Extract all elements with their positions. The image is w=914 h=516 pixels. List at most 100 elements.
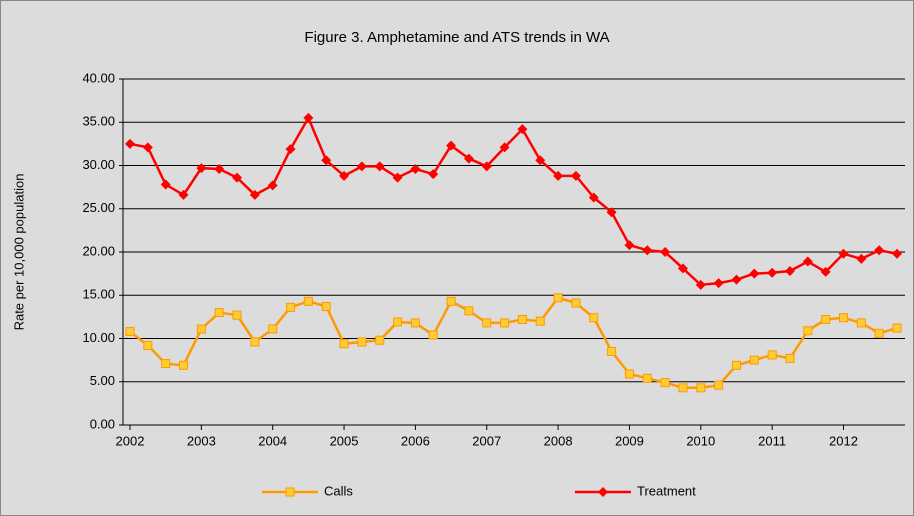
data-point [482,318,492,328]
data-point [249,189,260,200]
data-point [874,328,884,338]
data-point [892,248,902,259]
data-point [374,161,385,172]
data-point [695,279,706,290]
data-point [125,327,135,337]
data-point [196,324,206,334]
data-point [802,256,813,267]
y-tick-label: 30.00 [82,157,115,172]
data-point [660,247,671,257]
data-point [767,267,778,278]
data-point [410,163,421,174]
data-point [428,169,439,180]
data-point [838,248,849,259]
data-point [624,369,634,379]
data-point [196,163,207,174]
x-tick-label: 2002 [116,433,145,448]
x-tick-label: 2012 [829,433,858,448]
legend-marker [598,487,608,497]
data-point [161,359,171,369]
data-point [125,138,135,149]
data-point [571,298,581,308]
y-tick-label: 40.00 [82,70,115,85]
y-tick-label: 10.00 [82,330,115,345]
data-point [339,339,349,349]
data-point [214,163,225,174]
data-point [535,155,546,166]
data-point [142,142,153,153]
x-tick-label: 2009 [615,433,644,448]
data-point [446,296,456,306]
data-point [838,313,848,323]
data-point [570,170,581,181]
data-point [856,253,867,264]
y-axis-title: Rate per 10,000 population [11,174,26,331]
data-point [553,293,563,303]
data-point [321,301,331,311]
x-tick-label: 2004 [258,433,287,448]
data-point [178,189,189,200]
y-tick-label: 35.00 [82,114,115,129]
data-point [375,335,385,345]
data-point [357,337,367,347]
data-point [892,323,902,333]
data-point [303,112,314,123]
legend-marker [285,487,295,497]
y-tick-label: 0.00 [90,416,115,431]
data-point [250,337,260,347]
data-point [321,155,332,166]
data-point [749,355,759,365]
data-point [749,268,760,279]
data-point [267,180,278,191]
y-tick-label: 20.00 [82,243,115,258]
data-point [268,324,278,334]
data-point [339,170,350,181]
data-point [642,373,652,383]
data-point [481,161,492,172]
data-point [232,310,242,320]
data-point [500,318,510,328]
data-point [714,380,724,390]
x-tick-label: 2011 [758,433,786,448]
data-point [464,306,474,316]
data-point [731,274,742,285]
data-point [588,192,599,203]
data-point [660,378,670,388]
data-point [535,316,545,326]
data-point [803,326,813,336]
data-point [160,179,171,190]
data-point [589,313,599,323]
data-point [607,346,617,356]
x-tick-label: 2003 [187,433,216,448]
data-point [499,142,510,153]
data-point [517,124,528,135]
data-point [606,207,617,218]
y-tick-label: 15.00 [82,287,115,302]
data-point [696,383,706,393]
data-point [214,308,224,318]
data-point [785,353,795,363]
x-tick-label: 2006 [401,433,430,448]
data-point [410,318,420,328]
data-point [179,360,189,370]
y-tick-label: 5.00 [90,373,115,388]
data-point [446,140,457,151]
data-point [731,360,741,370]
data-point [303,296,313,306]
x-tick-label: 2010 [686,433,715,448]
x-tick-label: 2007 [472,433,501,448]
x-tick-label: 2008 [544,433,573,448]
data-point [143,340,153,350]
data-point [678,383,688,393]
data-point [393,317,403,327]
data-point [874,245,885,256]
chart-title: Figure 3. Amphetamine and ATS trends in … [304,29,609,46]
y-tick-label: 25.00 [82,200,115,215]
data-point [463,153,474,164]
data-point [784,266,795,277]
data-point [286,302,296,312]
data-point [820,266,831,277]
data-point [677,263,688,274]
